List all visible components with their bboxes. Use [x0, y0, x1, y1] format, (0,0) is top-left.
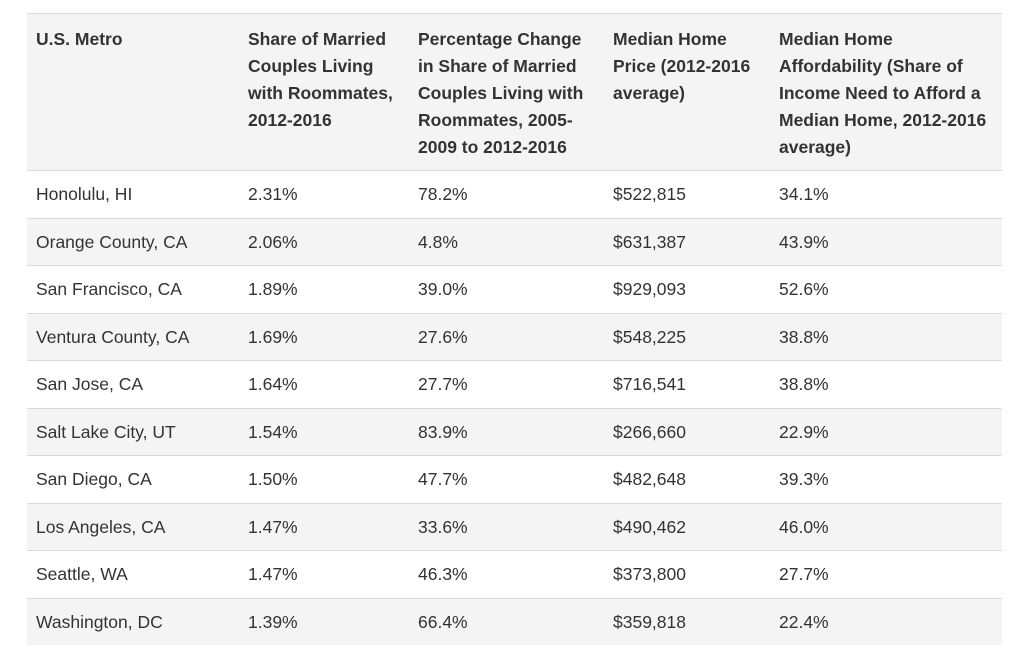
cell-price: $929,093 — [604, 265, 770, 313]
table-row: Ventura County, CA 1.69% 27.6% $548,225 … — [27, 312, 1002, 361]
cell-price: $631,387 — [604, 217, 770, 266]
cell-affordability: 34.1% — [770, 170, 1002, 218]
cell-price: $490,462 — [604, 502, 770, 551]
cell-change: 39.0% — [409, 265, 604, 313]
cell-affordability: 46.0% — [770, 502, 1002, 551]
cell-metro: Honolulu, HI — [27, 170, 239, 218]
metro-table-container: U.S. Metro Share of Married Couples Livi… — [27, 13, 1002, 645]
metro-roommates-table: U.S. Metro Share of Married Couples Livi… — [27, 13, 1002, 645]
cell-metro: San Jose, CA — [27, 360, 239, 408]
header-metro: U.S. Metro — [36, 29, 123, 49]
cell-share: 1.47% — [239, 502, 409, 551]
cell-affordability: 52.6% — [770, 265, 1002, 313]
table-row: Orange County, CA 2.06% 4.8% $631,387 43… — [27, 217, 1002, 266]
cell-price: $522,815 — [604, 170, 770, 218]
cell-change: 27.6% — [409, 312, 604, 361]
cell-share: 2.06% — [239, 217, 409, 266]
cell-share: 1.39% — [239, 597, 409, 645]
cell-share: 1.54% — [239, 407, 409, 456]
cell-share: 1.50% — [239, 455, 409, 503]
cell-share: 1.69% — [239, 312, 409, 361]
header-median-affordability: Median Home Affordability (Share of Inco… — [779, 29, 987, 157]
header-median-home-price: Median Home Price (2012-2016 average) — [613, 29, 751, 103]
cell-price: $373,800 — [604, 550, 770, 598]
cell-change: 4.8% — [409, 217, 604, 266]
table-body: Honolulu, HI 2.31% 78.2% $522,815 34.1% … — [27, 170, 1002, 645]
cell-affordability: 39.3% — [770, 455, 1002, 503]
table-row: San Jose, CA 1.64% 27.7% $716,541 38.8% — [27, 360, 1002, 408]
cell-price: $359,818 — [604, 597, 770, 645]
cell-share: 1.47% — [239, 550, 409, 598]
table-row: Seattle, WA 1.47% 46.3% $373,800 27.7% — [27, 550, 1002, 598]
table-header: U.S. Metro Share of Married Couples Livi… — [27, 13, 1002, 171]
cell-affordability: 38.8% — [770, 360, 1002, 408]
cell-affordability: 38.8% — [770, 312, 1002, 361]
table-row: Honolulu, HI 2.31% 78.2% $522,815 34.1% — [27, 170, 1002, 218]
cell-affordability: 27.7% — [770, 550, 1002, 598]
cell-share: 1.64% — [239, 360, 409, 408]
table-row: San Diego, CA 1.50% 47.7% $482,648 39.3% — [27, 455, 1002, 503]
cell-affordability: 43.9% — [770, 217, 1002, 266]
table-row: Los Angeles, CA 1.47% 33.6% $490,462 46.… — [27, 502, 1002, 551]
cell-metro: Seattle, WA — [27, 550, 239, 598]
table-row: Washington, DC 1.39% 66.4% $359,818 22.4… — [27, 597, 1002, 645]
cell-affordability: 22.4% — [770, 597, 1002, 645]
table-row: San Francisco, CA 1.89% 39.0% $929,093 5… — [27, 265, 1002, 313]
cell-metro: Washington, DC — [27, 597, 239, 645]
cell-change: 66.4% — [409, 597, 604, 645]
cell-metro: San Diego, CA — [27, 455, 239, 503]
cell-share: 2.31% — [239, 170, 409, 218]
cell-change: 46.3% — [409, 550, 604, 598]
cell-price: $716,541 — [604, 360, 770, 408]
cell-metro: Salt Lake City, UT — [27, 407, 239, 456]
cell-price: $266,660 — [604, 407, 770, 456]
cell-price: $548,225 — [604, 312, 770, 361]
cell-change: 33.6% — [409, 502, 604, 551]
cell-change: 47.7% — [409, 455, 604, 503]
table-row: Salt Lake City, UT 1.54% 83.9% $266,660 … — [27, 407, 1002, 456]
cell-price: $482,648 — [604, 455, 770, 503]
cell-share: 1.89% — [239, 265, 409, 313]
cell-metro: Ventura County, CA — [27, 312, 239, 361]
cell-change: 83.9% — [409, 407, 604, 456]
cell-metro: San Francisco, CA — [27, 265, 239, 313]
cell-metro: Los Angeles, CA — [27, 502, 239, 551]
header-percentage-change: Percentage Change in Share of Married Co… — [418, 29, 584, 157]
cell-affordability: 22.9% — [770, 407, 1002, 456]
cell-metro: Orange County, CA — [27, 217, 239, 266]
header-row: U.S. Metro Share of Married Couples Livi… — [27, 13, 1002, 171]
cell-change: 78.2% — [409, 170, 604, 218]
header-share-married-roommates: Share of Married Couples Living with Roo… — [248, 29, 393, 130]
cell-change: 27.7% — [409, 360, 604, 408]
